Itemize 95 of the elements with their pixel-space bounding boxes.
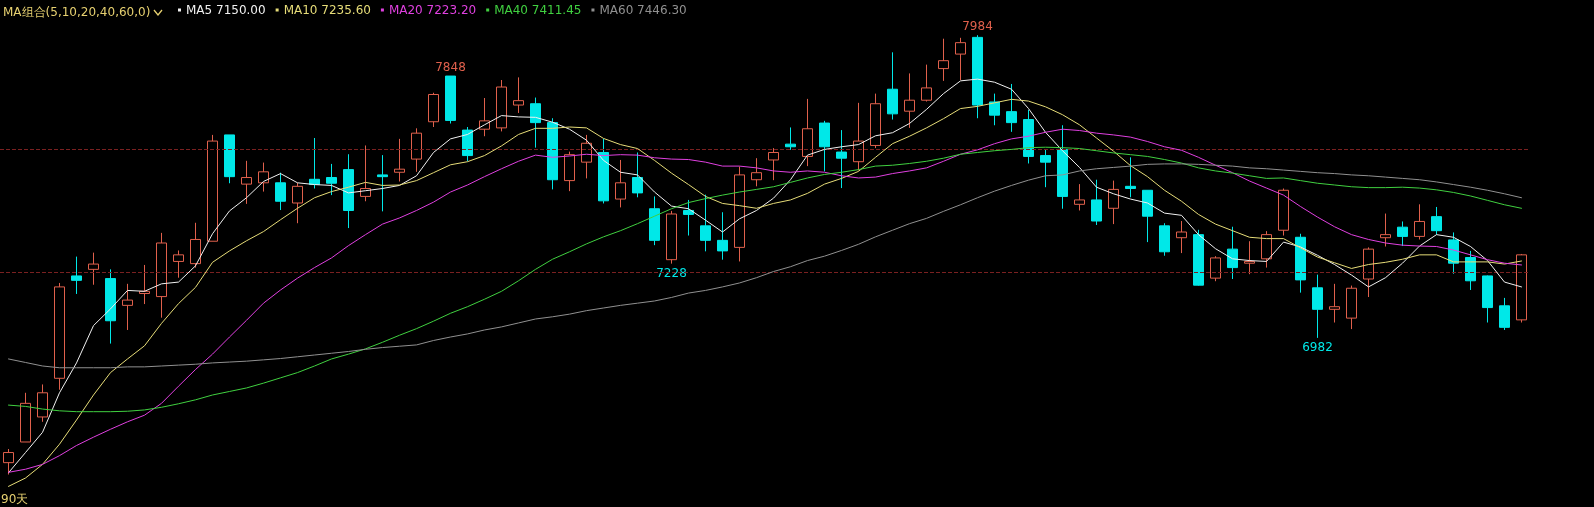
legend-label: MA40 7411.45 — [494, 3, 582, 17]
candlestick — [632, 151, 643, 198]
candlestick — [224, 134, 235, 184]
candlestick — [1363, 246, 1374, 298]
candlestick — [1278, 188, 1289, 237]
legend-label: MA20 7223.20 — [388, 3, 477, 17]
candlestick — [1414, 203, 1425, 240]
candlestick — [496, 79, 507, 132]
candlestick — [190, 222, 201, 269]
candlestick — [139, 264, 150, 305]
candlestick — [156, 232, 167, 319]
candlestick — [258, 162, 269, 193]
candlestick — [1329, 283, 1340, 323]
candlestick — [751, 157, 762, 187]
candlestick — [972, 34, 983, 119]
candlestick — [377, 154, 388, 212]
candlestick — [1091, 179, 1102, 226]
candlestick — [717, 211, 728, 261]
candlestick — [1074, 183, 1085, 211]
candlestick — [887, 51, 898, 121]
legend-label: MA5 7150.00 — [186, 3, 266, 17]
candlestick — [1159, 222, 1170, 257]
candlestick — [309, 137, 320, 190]
candlestick — [1227, 226, 1238, 280]
candlestick — [343, 153, 354, 229]
candlestick — [207, 134, 218, 242]
candlestick — [411, 127, 422, 173]
candlestick — [1431, 206, 1442, 236]
legend-label: MA60 7446.30 — [599, 3, 687, 17]
candlestick — [1193, 229, 1204, 287]
candlestick — [275, 172, 286, 211]
candlestick — [1057, 124, 1068, 210]
candlestick — [445, 75, 456, 124]
candlestick — [836, 129, 847, 189]
candlestick — [853, 102, 864, 171]
candlestick — [54, 282, 65, 391]
candlestick — [105, 268, 116, 345]
candlestick — [173, 249, 184, 279]
candlestick — [3, 448, 14, 476]
candlestick — [1125, 156, 1136, 198]
candlestick — [955, 37, 966, 81]
candlestick — [1040, 149, 1051, 188]
candlestick — [1516, 253, 1527, 323]
candlestick — [564, 151, 575, 192]
candlestick — [615, 159, 626, 208]
candlestick — [530, 97, 541, 149]
candlestick — [1142, 189, 1153, 243]
candlestick — [241, 160, 252, 205]
candlestick — [870, 93, 881, 149]
candlestick — [462, 126, 473, 162]
annotation: 6982 — [1302, 339, 1333, 354]
candlestick — [1312, 274, 1323, 339]
candlestick — [513, 76, 524, 114]
text: 90天 — [1, 492, 29, 506]
candlestick — [819, 120, 830, 172]
candlestick — [20, 392, 31, 443]
candlestick — [785, 126, 796, 151]
candlestick — [938, 38, 949, 82]
candlestick — [666, 210, 677, 265]
candlestick — [292, 182, 303, 224]
candlestick — [904, 72, 915, 129]
candlestick — [683, 199, 694, 237]
candlestick — [71, 256, 82, 295]
candlestick — [734, 166, 745, 262]
candlestick — [989, 93, 1000, 126]
candlestick — [1346, 285, 1357, 330]
candlestick — [1380, 213, 1391, 247]
candlestick — [649, 195, 660, 246]
annotation: 7848 — [435, 60, 466, 75]
candlestick — [1397, 220, 1408, 247]
annotation: 7228 — [656, 265, 687, 280]
candlestick — [921, 64, 932, 103]
candlestick — [598, 138, 609, 204]
candlestick — [547, 117, 558, 190]
candlestick — [1482, 275, 1493, 323]
candlestick — [394, 138, 405, 182]
candlestick — [428, 92, 439, 128]
candlestick — [768, 147, 779, 181]
legend-title: MA组合(5,10,20,40,60,0) — [3, 4, 151, 21]
candlestick — [122, 283, 133, 331]
candlestick — [802, 98, 813, 167]
candlestick — [1295, 233, 1306, 294]
candlestick — [1108, 180, 1119, 225]
candlestick — [37, 383, 48, 423]
candlestick — [700, 194, 711, 252]
candlestick — [1023, 109, 1034, 164]
candlestick — [1210, 255, 1221, 282]
candlestick — [1006, 83, 1017, 133]
candlestick — [1244, 240, 1255, 275]
candlestick — [326, 163, 337, 196]
legend-label: MA10 7235.60 — [283, 3, 371, 17]
annotation: 7984 — [962, 19, 993, 34]
candlestick — [88, 252, 99, 286]
candlestick — [1176, 220, 1187, 254]
candlestick — [1499, 297, 1510, 331]
